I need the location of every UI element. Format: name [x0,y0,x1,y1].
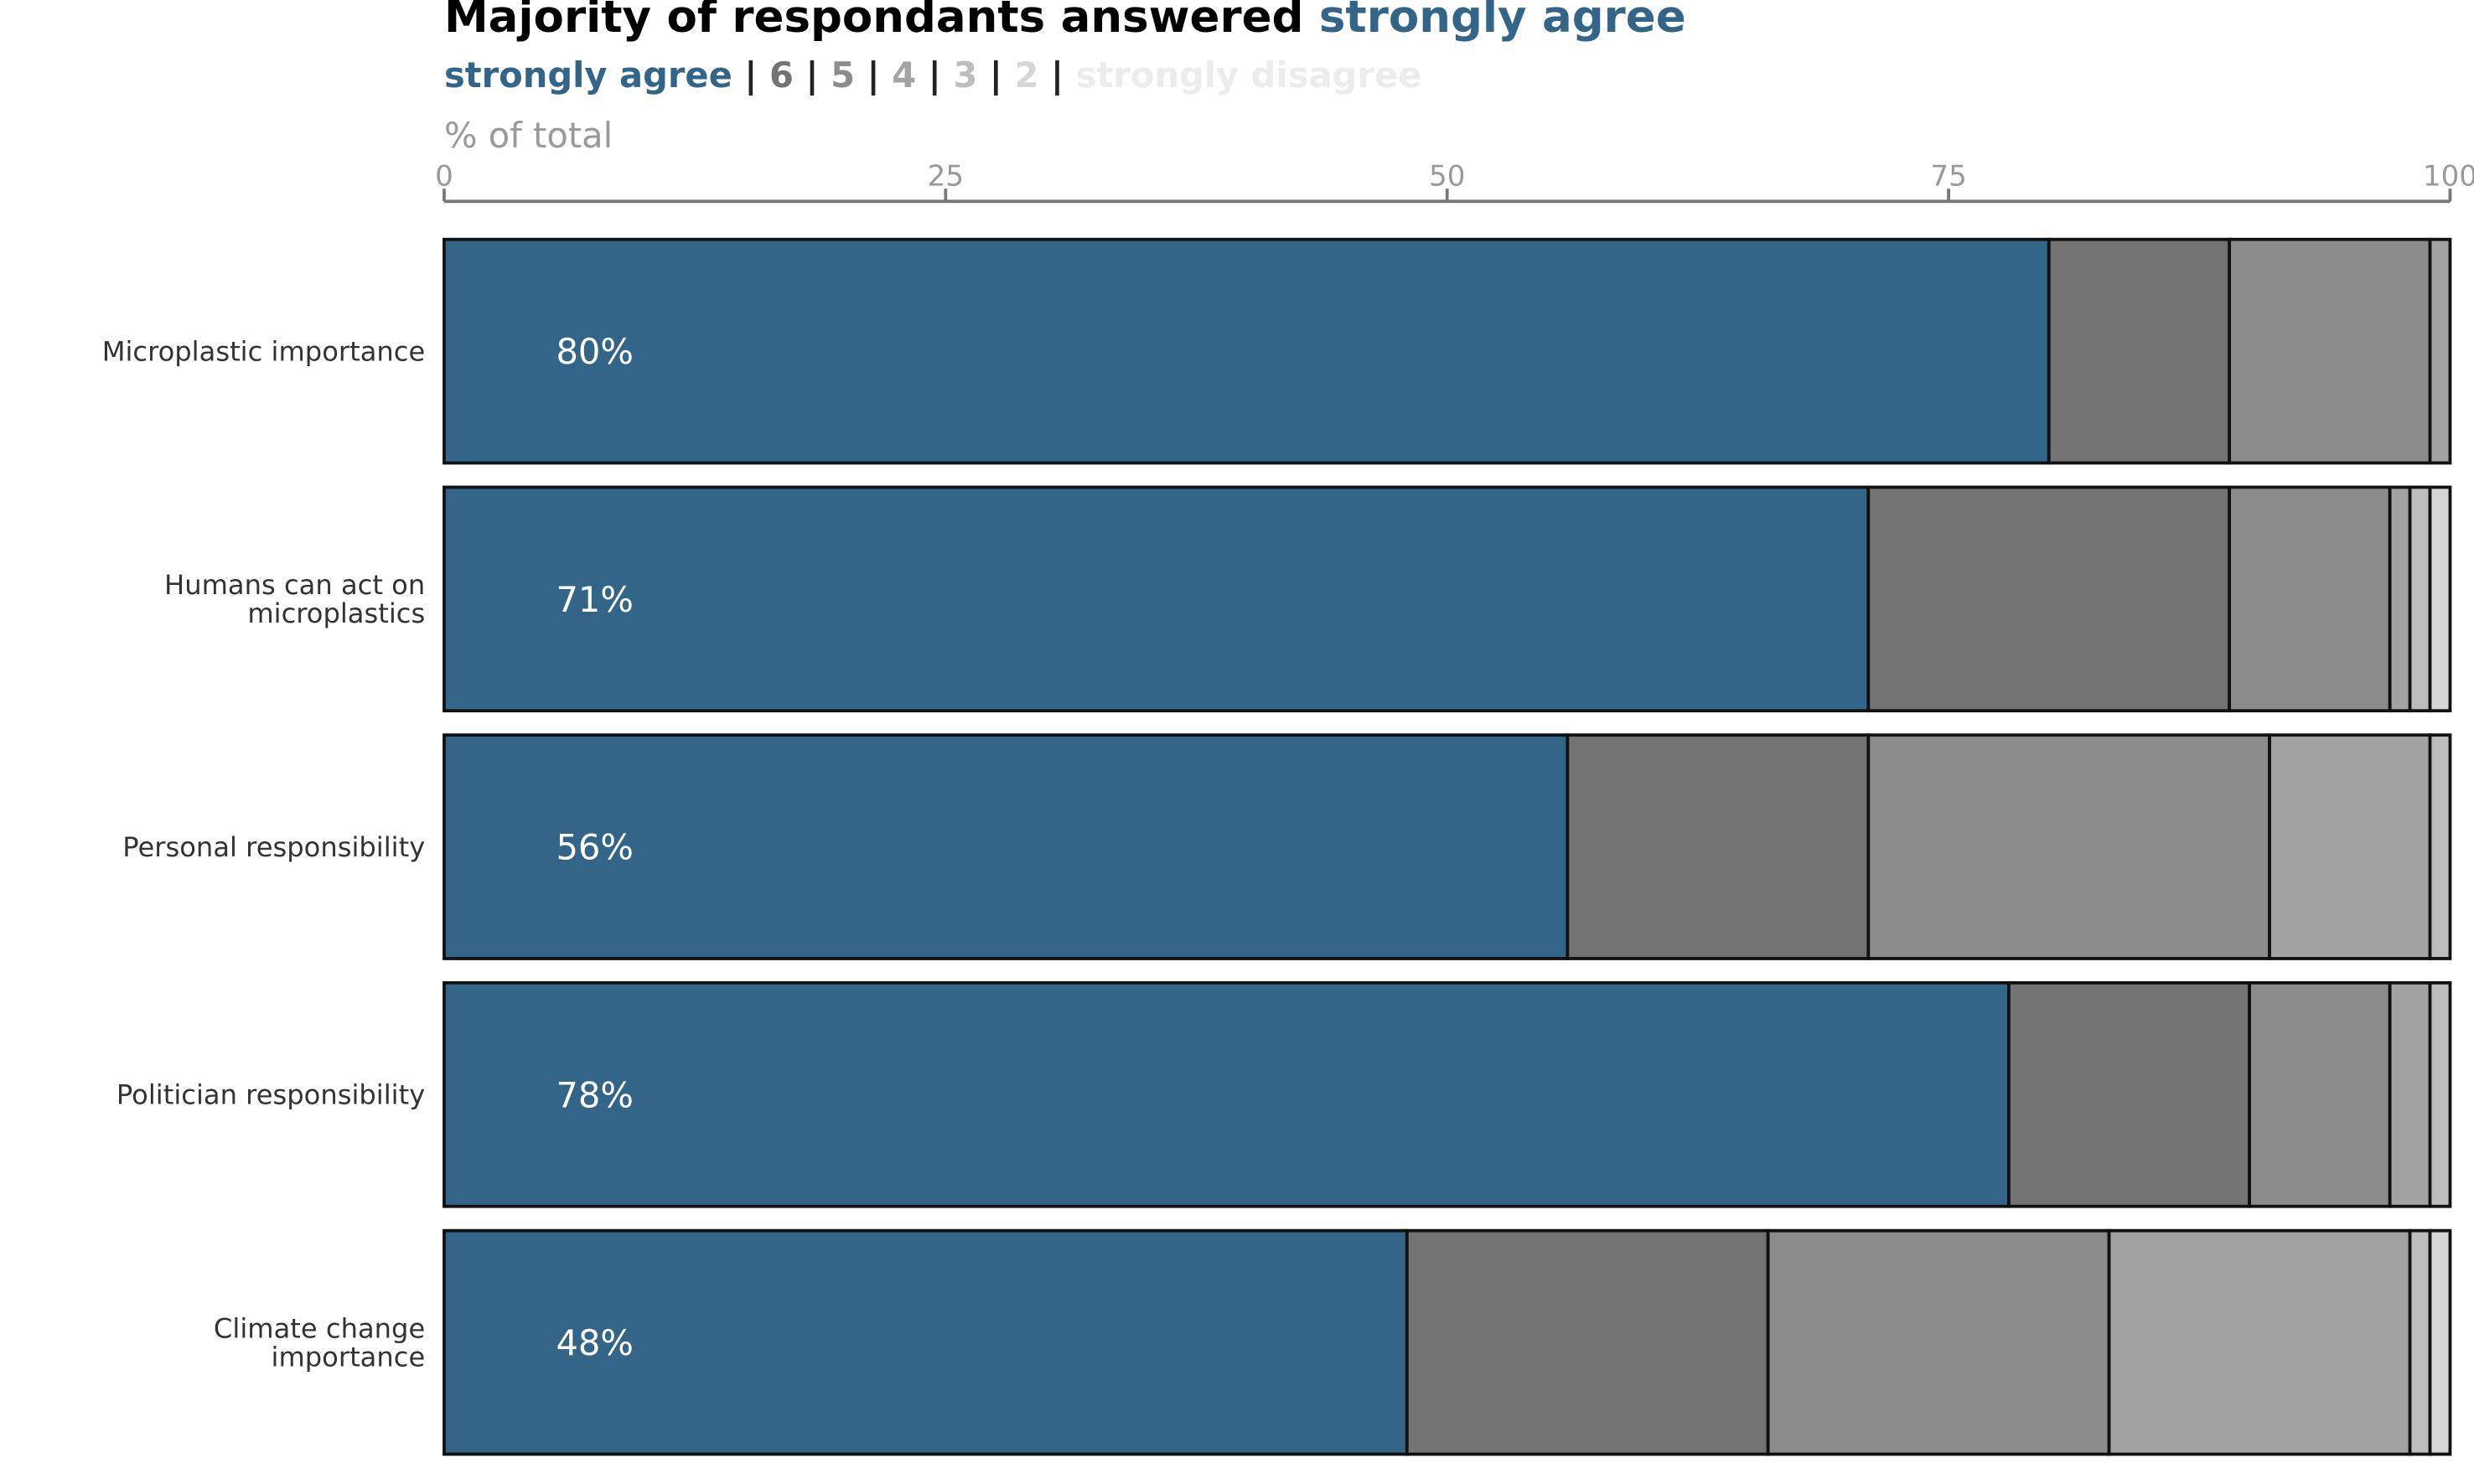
bar-segment [2268,733,2432,960]
bar-segment [2428,485,2452,713]
value-label: 71% [556,579,633,620]
bar-segment [2228,485,2392,713]
bar-segment [2428,1228,2452,1456]
legend-entry: 2 [1015,54,1039,96]
bar-segment [2408,1228,2432,1456]
bar-segment [2428,237,2452,465]
bar-segment [443,733,1570,960]
category-label: Climate change importance [214,1312,425,1373]
legend-separator: | [794,54,831,96]
x-tick-label: 75 [1930,159,1966,193]
legend-separator: | [977,54,1014,96]
legend: strongly agree | 6 | 5 | 4 | 3 | 2 | str… [444,54,1421,96]
bar-segment [443,237,2051,465]
legend-separator: | [916,54,953,96]
category-label: Personal responsibility [122,831,425,863]
title-text: Majority of respondants answered [444,0,1304,43]
bar-segment [2248,981,2392,1208]
legend-entry: 6 [769,54,794,96]
bar-segment [2428,981,2452,1208]
x-axis-label: % of total [444,115,613,156]
bar-segment [2388,981,2432,1208]
legend-entry: 5 [831,54,855,96]
x-tick-label: 25 [928,159,964,193]
legend-separator: | [1038,54,1075,96]
bar-segment [1866,485,2232,713]
legend-separator: | [732,54,769,96]
legend-entry: 3 [953,54,977,96]
x-tick-label: 0 [435,159,453,193]
value-label: 48% [556,1322,633,1363]
bar-segment [2006,981,2251,1208]
x-tick-label: 100 [2423,159,2474,193]
legend-entry: strongly disagree [1076,54,1422,96]
bar-segment [2228,237,2432,465]
legend-separator: | [855,54,892,96]
bar-segment [2408,485,2432,713]
bar-segment [443,981,2011,1208]
category-label: Microplastic importance [102,335,426,367]
bar-segment [443,485,1871,713]
bar-segment [1405,1228,1770,1456]
bar-segment [1866,733,2271,960]
value-label: 56% [556,827,633,868]
bar-segment [2107,1228,2412,1456]
title-highlight: strongly agree [1319,0,1686,43]
bar-segment [1566,733,1871,960]
bar-segment [1766,1228,2111,1456]
chart-title: Majority of respondants answered strongl… [444,0,1686,43]
value-label: 78% [556,1074,633,1115]
bar-segment [2388,485,2412,713]
legend-entry: 4 [892,54,916,96]
category-label: Humans can act on microplastics [164,569,425,629]
category-label: Politician responsibility [116,1079,425,1111]
x-tick-label: 50 [1429,159,1465,193]
value-label: 80% [556,331,633,372]
bar-segment [2428,733,2452,960]
legend-entry: strongly agree [444,54,732,96]
bar-segment [2047,237,2232,465]
